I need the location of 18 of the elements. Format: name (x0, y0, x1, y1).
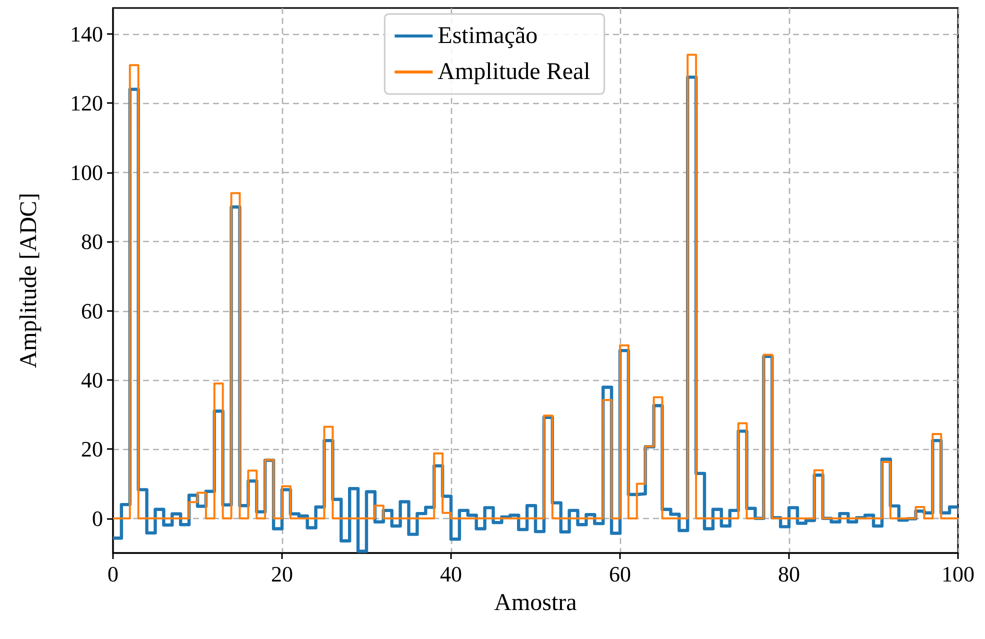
x-tick-label: 40 (440, 562, 462, 586)
x-tick-label: 60 (609, 562, 631, 586)
y-axis-title: Amplitude [ADC] (16, 192, 42, 368)
x-axis-title: Amostra (494, 590, 578, 616)
x-tick-label: 20 (271, 562, 293, 586)
y-tick-label: 60 (81, 298, 103, 324)
y-tick-label: 20 (81, 436, 103, 462)
legend-label: Estimação (438, 23, 538, 49)
y-tick-label: 140 (70, 21, 103, 46)
y-tick-label: 0 (92, 506, 103, 531)
y-tick-label: 40 (81, 367, 103, 392)
x-tick-label: 80 (778, 562, 800, 586)
legend-label: Amplitude Real (438, 59, 591, 85)
x-tick-label: 100 (942, 562, 974, 586)
y-tick-label: 120 (70, 90, 103, 116)
x-tick-label: 0 (108, 562, 118, 586)
y-tick-label: 80 (81, 229, 103, 254)
y-tick-label: 100 (70, 160, 103, 185)
